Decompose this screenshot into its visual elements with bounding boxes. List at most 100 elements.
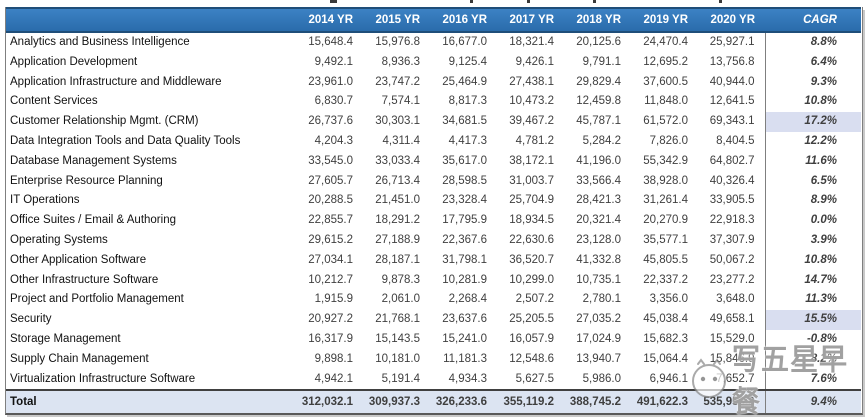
table-row: Other Application Software 27,034.1 28,187… [6, 250, 861, 271]
cagr-cell: 8.2% [764, 349, 861, 370]
value-cell: 15,241.0 [442, 332, 487, 345]
table-row: Security 20,927.2 21,768.1 23,637.6 25,205.5… [6, 310, 861, 330]
value-cell: 61,572.0 [643, 115, 688, 128]
value-cell: 33,545.0 [308, 154, 353, 167]
value-cell: 64,802.7 [709, 154, 755, 167]
value-cell: 2,268.4 [448, 293, 487, 306]
table-row: Project and Portfolio Management 1,915.9 2… [6, 290, 861, 311]
value-cell: 8,817.3 [448, 95, 487, 108]
cagr-cell: 15.5% [764, 310, 861, 330]
value-cell: 45,787.1 [576, 115, 621, 128]
value-cell: 10,299.0 [509, 273, 554, 286]
table-row: Other Infrastructure Software 10,212.7 9,8… [6, 270, 861, 291]
value-cell: 13,756.8 [709, 55, 755, 68]
segment-label-cell: Data Integration Tools and Data Quality … [10, 134, 241, 147]
value-cell: 25,927.1 [709, 36, 755, 48]
value-cell: 18,291.2 [375, 214, 420, 227]
cagr-cell: -0.8% [764, 329, 861, 350]
value-cell: 69,343.1 [709, 115, 755, 128]
value-cell: 20,288.5 [308, 194, 353, 207]
value-cell: 2,507.2 [515, 293, 554, 306]
segment-label-cell: Security [10, 313, 52, 326]
value-cell: 33,566.4 [576, 174, 621, 187]
value-cell: 37,307.9 [709, 233, 755, 246]
value-cell: 12,548.6 [509, 352, 554, 365]
segment-label-cell: Content Services [10, 95, 98, 108]
value-cell: 25,464.9 [442, 75, 487, 88]
value-cell: 16,317.9 [308, 332, 353, 345]
segment-label-cell: Supply Chain Management [10, 352, 149, 365]
value-cell: 9,791.1 [582, 55, 621, 68]
value-cell: 37,600.5 [643, 75, 688, 88]
value-cell: 3,356.0 [649, 293, 688, 306]
value-cell: 11,848.0 [644, 95, 688, 108]
value-cell: 15,976.8 [375, 36, 420, 48]
value-cell: 27,188.9 [375, 233, 420, 246]
value-cell: 10,212.7 [308, 273, 353, 286]
value-cell: 13,940.7 [576, 352, 621, 365]
value-cell: 9,125.4 [448, 55, 487, 68]
value-cell: 31,261.4 [643, 194, 688, 207]
table-row: Office Suites / Email & Authoring 22,855.… [6, 211, 861, 231]
value-cell: 35,577.1 [643, 233, 688, 246]
total-value-cell: 355,119.2 [497, 389, 564, 414]
value-cell: 12,459.8 [576, 95, 621, 108]
value-cell: 18,934.5 [509, 214, 554, 227]
value-cell: 4,417.3 [448, 134, 487, 147]
table-row: Application Infrastructure and Middlewar… [6, 72, 861, 93]
cagr-cell: 0.0% [764, 211, 861, 231]
value-cell: 22,855.7 [308, 214, 353, 227]
table-row: Operating Systems 29,615.2 27,188.9 22,367.… [6, 230, 861, 251]
value-cell: 5,986.0 [582, 372, 621, 385]
column-header: 2018 YR [564, 7, 631, 33]
value-cell: 33,905.5 [709, 194, 755, 207]
value-cell: 15,682.3 [643, 332, 688, 345]
value-cell: 20,321.4 [576, 214, 621, 227]
cropped-title-remnant [527, 0, 530, 3]
cropped-title-remnant [330, 0, 337, 3]
column-header: 2016 YR [430, 7, 497, 33]
cagr-cell: 10.8% [764, 250, 861, 271]
segment-label-cell: Enterprise Resource Planning [10, 174, 163, 187]
value-cell: 29,829.4 [576, 75, 621, 88]
value-cell: 10,281.9 [442, 273, 487, 286]
value-cell: 41,332.8 [576, 253, 621, 266]
value-cell: 9,898.1 [314, 352, 353, 365]
total-value-cell: 491,622.3 [631, 389, 698, 414]
segment-label-cell: Office Suites / Email & Authoring [10, 214, 176, 227]
value-cell: 23,277.2 [709, 273, 755, 286]
value-cell: 10,473.2 [509, 95, 554, 108]
value-cell: 24,470.4 [643, 36, 688, 48]
value-cell: 11,181.3 [443, 352, 487, 365]
value-cell: 7,574.1 [381, 95, 420, 108]
value-cell: 30,303.1 [375, 115, 420, 128]
segment-label-cell: Customer Relationship Mgmt. (CRM) [10, 115, 199, 128]
segment-label-cell: Application Development [10, 55, 138, 68]
value-cell: 4,204.3 [314, 134, 353, 147]
value-cell: 26,713.4 [375, 174, 420, 187]
value-cell: 15,529.0 [709, 332, 755, 345]
value-cell: 17,024.9 [576, 332, 621, 345]
cagr-cell: 6.5% [764, 171, 861, 192]
table-row: Virtualization Infrastructure Software 4,… [6, 369, 861, 391]
column-header: 2015 YR [363, 7, 430, 33]
value-cell: 3,648.0 [716, 293, 755, 306]
value-cell: 23,961.0 [308, 75, 353, 88]
value-cell: 27,605.7 [308, 174, 353, 187]
value-cell: 23,637.6 [442, 313, 487, 326]
value-cell: 18,321.4 [509, 36, 554, 48]
value-cell: 20,270.9 [643, 214, 688, 227]
value-cell: 7,652.7 [716, 372, 755, 385]
segment-label-cell: Other Infrastructure Software [10, 273, 159, 286]
cagr-cell: 8.8% [764, 32, 861, 53]
total-label-cell: Total [6, 389, 296, 414]
value-cell: 45,038.4 [643, 313, 688, 326]
value-cell: 12,695.2 [643, 55, 688, 68]
value-cell: 35,617.0 [442, 154, 487, 167]
value-cell: 45,805.5 [643, 253, 688, 266]
cagr-cell: 8.9% [764, 191, 861, 212]
value-cell: 20,927.2 [308, 313, 353, 326]
value-cell: 4,781.2 [515, 134, 554, 147]
value-cell: 31,003.7 [509, 174, 554, 187]
